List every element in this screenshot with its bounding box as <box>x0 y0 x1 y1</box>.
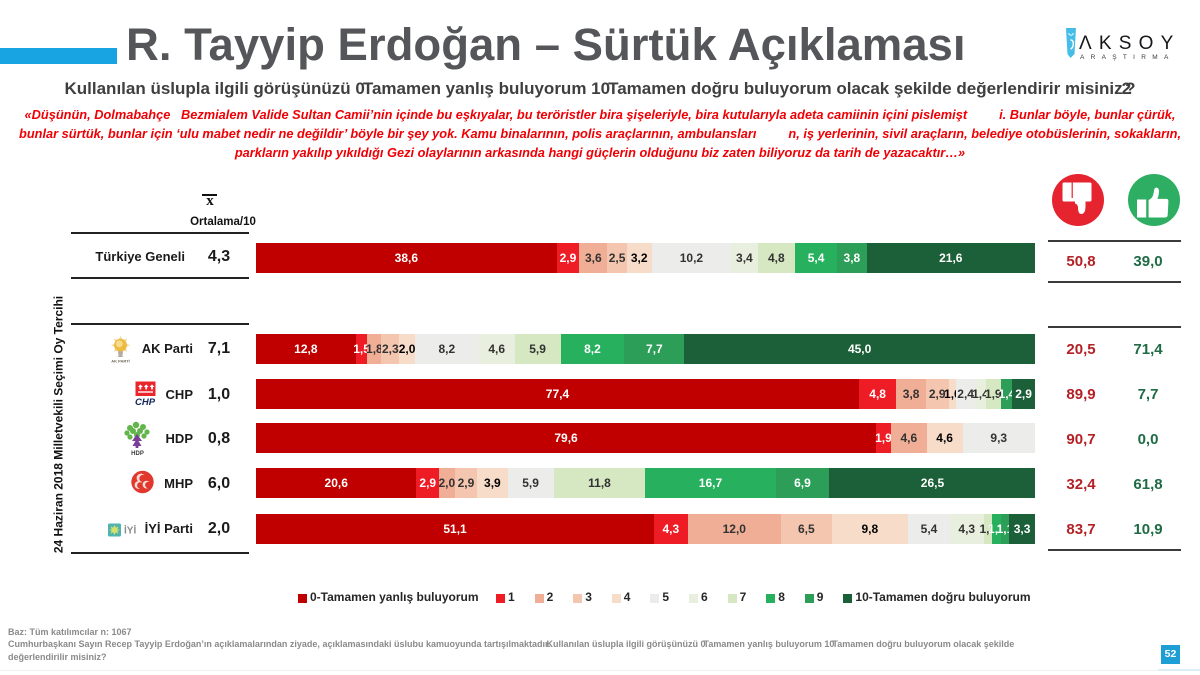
svg-text:HDP: HDP <box>131 451 144 456</box>
svg-text:CHP: CHP <box>135 397 156 406</box>
svg-text:İYİ: İYİ <box>124 524 136 537</box>
svg-text:ARAŞTIRMA: ARAŞTIRMA <box>1080 54 1175 61</box>
svg-text:AK PARTİ: AK PARTİ <box>111 359 130 364</box>
svg-text:ΛKSOY: ΛKSOY <box>1079 33 1181 54</box>
